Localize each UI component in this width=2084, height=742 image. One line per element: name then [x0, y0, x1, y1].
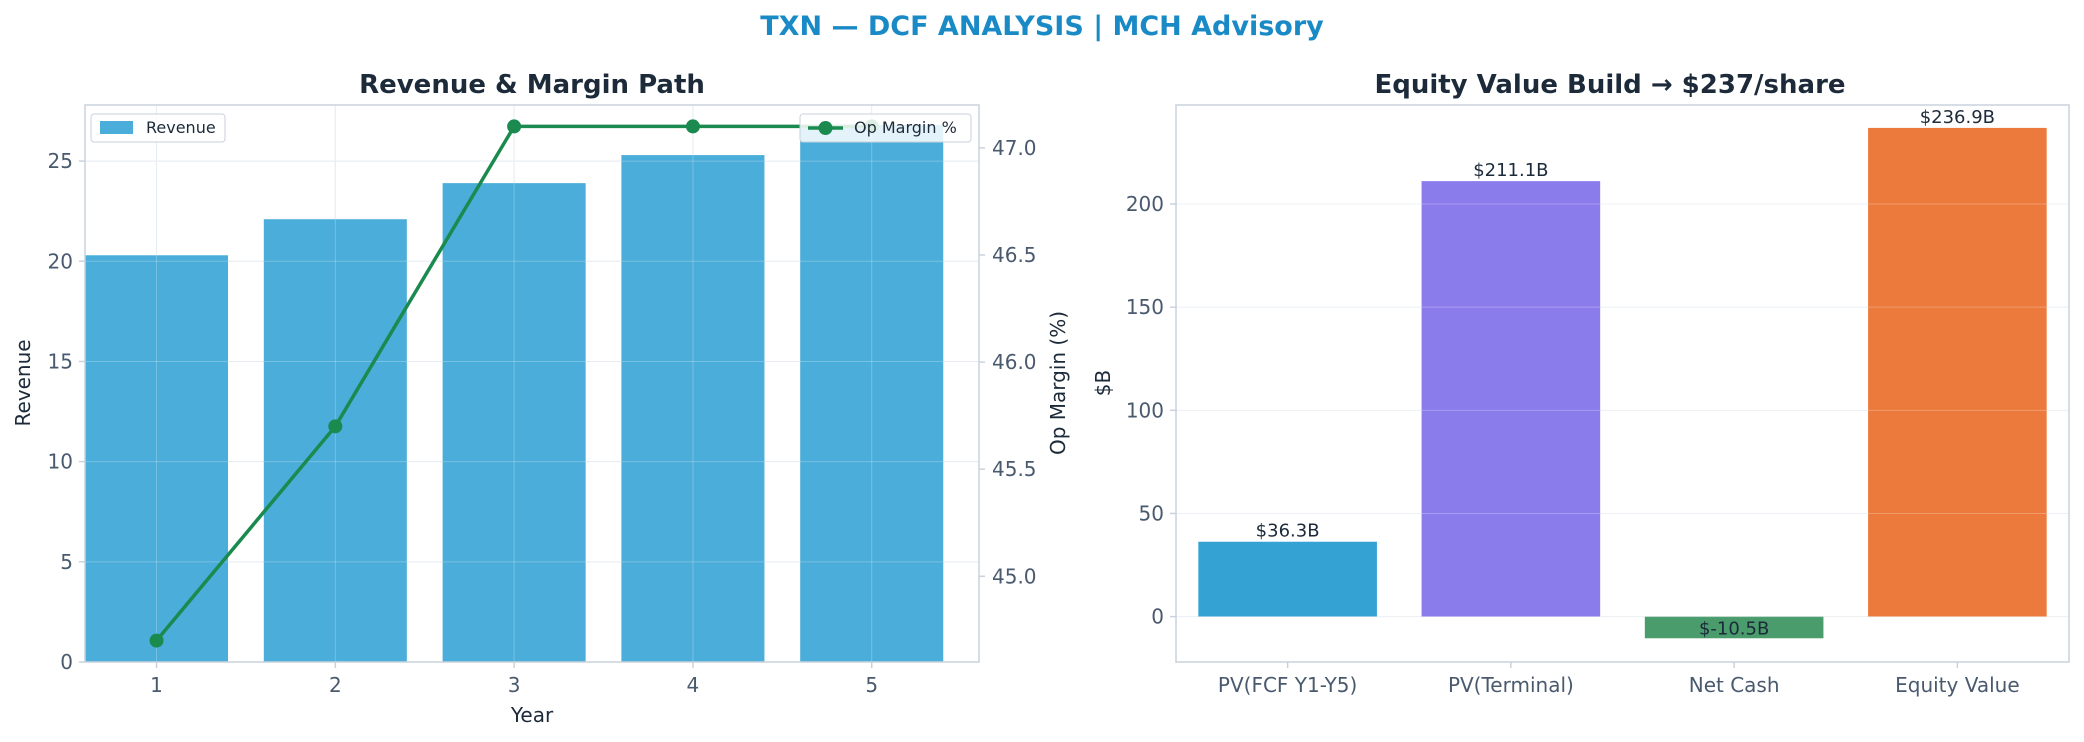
revenue-margin-chart: Revenue & Margin Path 1 2 3 4 5 0 5 10 15 20 25 4…	[11, 70, 1070, 727]
revenue-x-ticks: 1 2 3 4 5	[150, 662, 878, 697]
equity-bar	[1868, 127, 2047, 617]
equity-bar	[1644, 616, 1824, 639]
equity-x-ticks: PV(FCF Y1-Y5) PV(Terminal) Net Cash Equity …	[1218, 662, 2020, 697]
equity-y-ticks: 0 50 100 150 200	[1126, 192, 1176, 629]
revenue-bar	[85, 255, 229, 663]
revenue-x-tick-label: 1	[150, 673, 163, 697]
margin-y2-tick-label: 47.0	[992, 136, 1037, 160]
revenue-x-axis-label: Year	[510, 703, 554, 727]
revenue-bar	[263, 219, 407, 663]
revenue-y-axis-label: Revenue	[11, 339, 35, 426]
revenue-y-tick-label: 0	[60, 650, 73, 674]
revenue-bar	[800, 125, 944, 663]
equity-bar	[1198, 541, 1377, 617]
margin-legend-marker	[818, 121, 833, 135]
op-margin-point	[149, 633, 164, 648]
revenue-legend: Revenue	[90, 113, 226, 143]
equity-y-tick-label: 150	[1126, 295, 1164, 319]
revenue-y-tick-label: 15	[48, 349, 73, 373]
revenue-y-tick-label: 5	[60, 550, 73, 574]
equity-y-tick-label: 0	[1151, 605, 1164, 629]
revenue-bars	[85, 105, 979, 663]
margin-y2-tick-label: 46.5	[992, 243, 1037, 267]
revenue-legend-swatch	[100, 121, 133, 134]
equity-bar	[1421, 181, 1601, 617]
op-margin-point	[328, 419, 343, 434]
equity-y-tick-label: 100	[1126, 398, 1164, 422]
equity-data-label: $-10.5B	[1699, 619, 1769, 640]
revenue-y-tick-label: 20	[48, 249, 73, 273]
margin-legend: Op Margin %	[799, 113, 972, 143]
margin-y2-tick-label: 46.0	[992, 350, 1037, 374]
figure-suptitle: TXN — DCF ANALYSIS | MCH Advisory	[760, 11, 1324, 42]
margin-legend-label: Op Margin %	[854, 118, 957, 137]
equity-x-tick-label: Equity Value	[1895, 673, 2020, 697]
equity-x-tick-label: PV(FCF Y1-Y5)	[1218, 673, 1357, 697]
equity-data-label: $211.1B	[1473, 160, 1548, 181]
margin-y2-ticks: 45.0 45.5 46.0 46.5 47.0	[979, 136, 1037, 588]
equity-bars	[1176, 127, 2069, 639]
revenue-bar	[621, 155, 765, 662]
revenue-chart-title: Revenue & Margin Path	[359, 70, 705, 100]
op-margin-point	[507, 119, 522, 134]
margin-y2-tick-label: 45.5	[992, 457, 1037, 481]
revenue-bar	[442, 183, 586, 662]
equity-chart-title: Equity Value Build → $237/share	[1374, 70, 1845, 100]
op-margin-point	[685, 119, 700, 134]
equity-y-tick-label: 200	[1126, 192, 1164, 216]
equity-x-tick-label: PV(Terminal)	[1448, 673, 1574, 697]
equity-x-tick-label: Net Cash	[1689, 673, 1780, 697]
equity-data-label: $36.3B	[1256, 521, 1320, 542]
revenue-y-ticks: 0 5 10 15 20 25	[48, 149, 85, 674]
revenue-x-tick-label: 3	[508, 673, 521, 697]
margin-y2-axis-label: Op Margin (%)	[1046, 311, 1070, 455]
revenue-y-tick-label: 25	[48, 149, 73, 173]
margin-y2-tick-label: 45.0	[992, 564, 1037, 588]
equity-y-axis-label: $B	[1091, 370, 1115, 396]
revenue-x-tick-label: 5	[865, 673, 878, 697]
revenue-x-tick-label: 2	[329, 673, 342, 697]
revenue-y-tick-label: 10	[48, 450, 73, 474]
equity-data-label: $236.9B	[1920, 107, 1995, 128]
equity-data-labels: $36.3B $211.1B $-10.5B $236.9B	[1256, 107, 1995, 640]
equity-y-tick-label: 50	[1139, 501, 1164, 525]
revenue-chart-frame	[84, 104, 980, 663]
equity-value-chart: Equity Value Build → $237/share $36.3B $2…	[1091, 70, 2070, 697]
revenue-x-tick-label: 4	[687, 673, 700, 697]
equity-chart-frame	[1175, 104, 2070, 663]
revenue-legend-label: Revenue	[146, 118, 216, 137]
margin-legend-box	[799, 113, 972, 143]
